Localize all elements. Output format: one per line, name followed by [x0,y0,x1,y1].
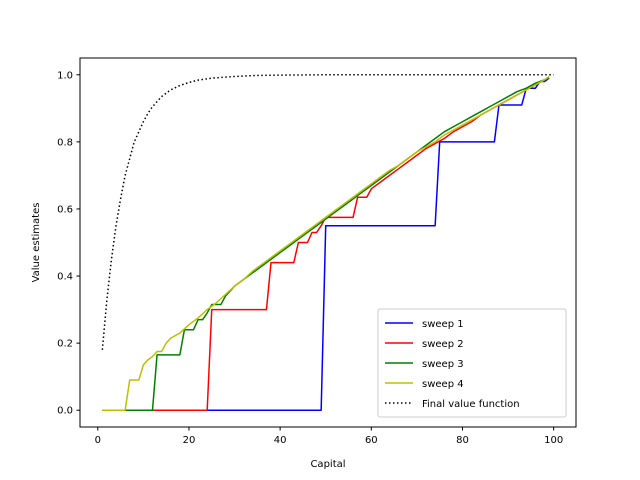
series-line-4 [102,75,550,411]
y-axis-label: Value estimates [31,203,42,283]
y-axis-ticks: 0.0 0.2 0.4 0.6 0.8 1.0 [57,70,80,417]
x-tick-label: 0 [95,435,101,446]
plot-frame [79,57,577,428]
y-tick-label: 1.0 [57,70,73,81]
legend-label: sweep 1 [422,319,464,330]
plot-lines [101,74,554,411]
y-tick-label: 0.8 [57,137,73,148]
x-tick-label: 80 [456,435,469,446]
y-tick-label: 0.4 [57,272,73,283]
legend-label: sweep 3 [422,359,464,370]
x-axis-ticks: 0 20 40 60 80 100 [95,427,563,446]
y-tick-label: 0.6 [57,204,73,215]
series-line-3 [102,77,550,411]
legend-label: sweep 4 [422,379,464,390]
legend-box [377,308,567,418]
series-line-5 [101,74,554,350]
legend: sweep 1 sweep 2 sweep 3 sweep 4 Final value … [377,308,567,418]
x-axis-label: Capital [310,459,345,470]
x-tick-label: 60 [365,435,378,446]
legend-label: sweep 2 [422,339,464,350]
y-tick-label: 0.0 [57,406,73,417]
legend-label: Final value function [422,399,520,410]
x-tick-label: 40 [274,435,287,446]
x-tick-label: 20 [183,435,196,446]
x-tick-label: 100 [544,435,563,446]
y-tick-label: 0.2 [57,339,73,350]
